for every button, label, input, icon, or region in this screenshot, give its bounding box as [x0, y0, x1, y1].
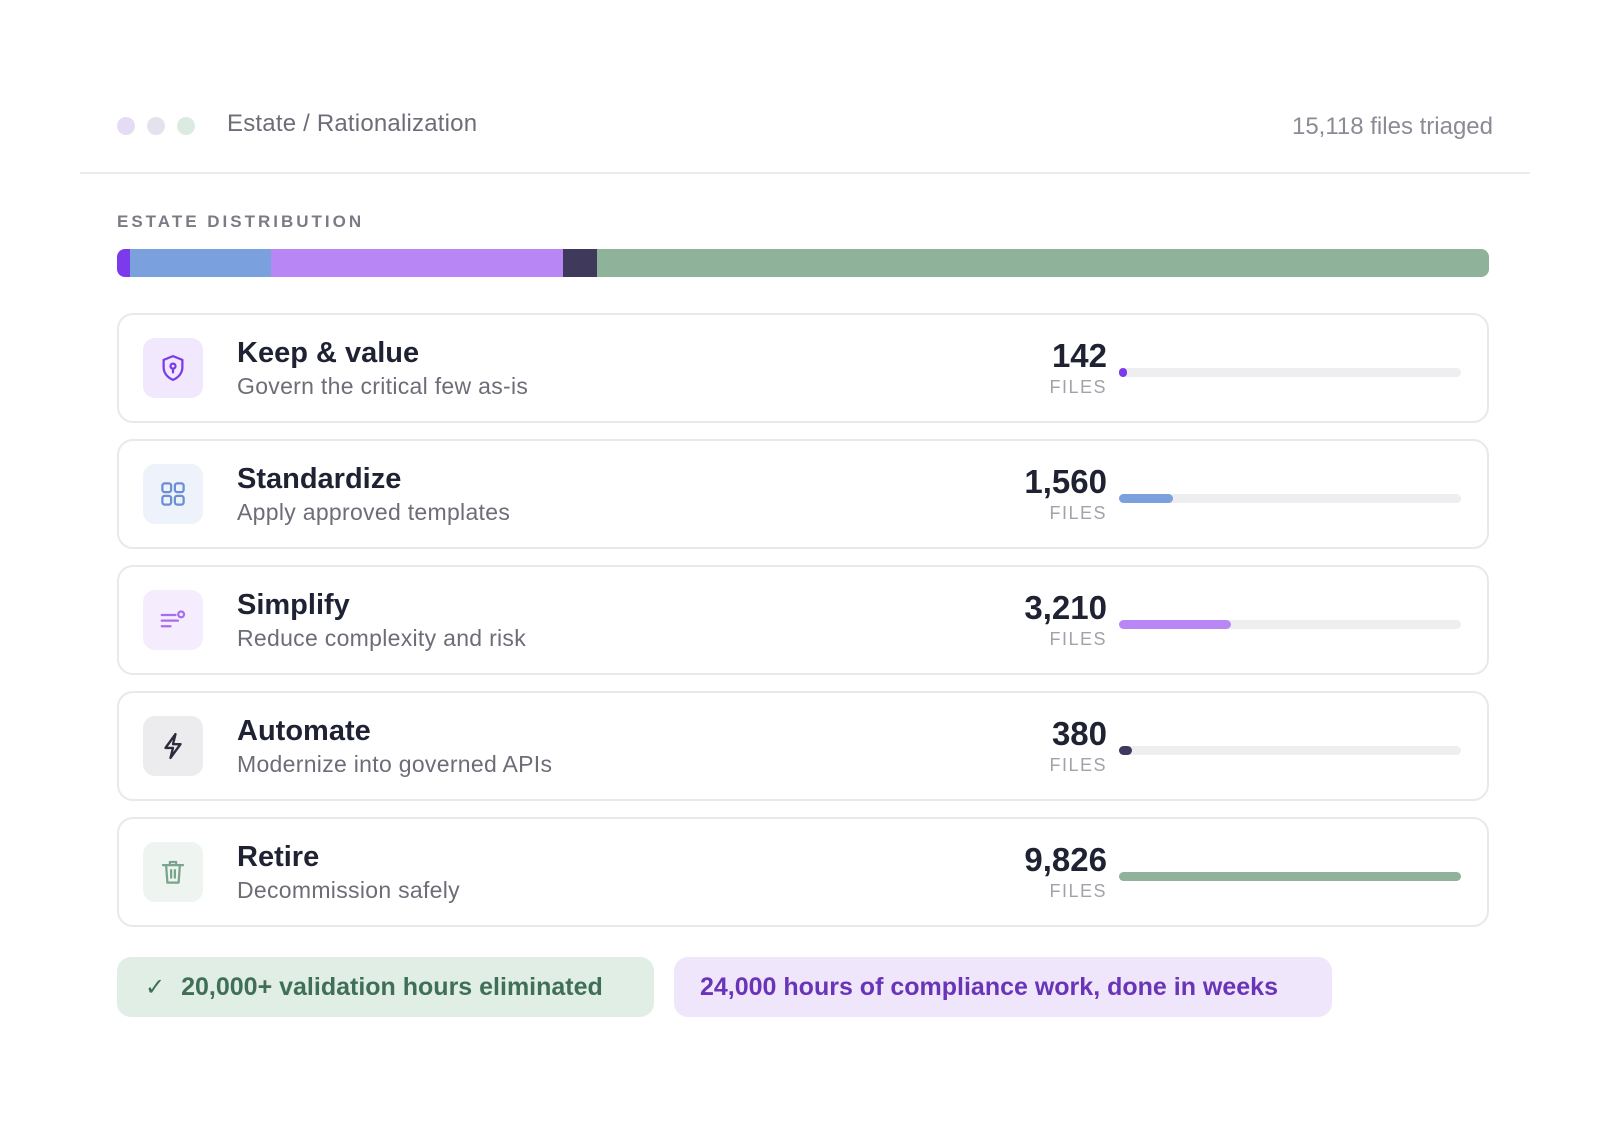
- files-triaged-count: 15,118 files triaged: [1291, 113, 1493, 140]
- progress-track: [1119, 872, 1461, 881]
- window-dot: [177, 117, 195, 135]
- trash-icon: [143, 842, 203, 902]
- category-title: Simplify: [237, 589, 350, 621]
- file-count: 380: [1051, 715, 1107, 752]
- category-row-simplify[interactable]: Simplify Reduce complexity and risk 3,21…: [117, 565, 1489, 675]
- distribution-segment: [117, 249, 130, 277]
- progress-track: [1119, 494, 1461, 503]
- category-subtitle: Apply approved templates: [237, 499, 511, 525]
- category-subtitle: Reduce complexity and risk: [237, 625, 527, 651]
- progress-track: [1119, 620, 1461, 629]
- progress-track: [1119, 746, 1461, 755]
- category-title: Keep & value: [237, 337, 420, 369]
- distribution-bar: [117, 249, 1489, 277]
- progress-fill: [1119, 494, 1174, 503]
- category-subtitle: Govern the critical few as-is: [237, 373, 529, 399]
- file-count: 3,210: [1024, 589, 1107, 626]
- distribution-segment: [597, 249, 1489, 277]
- category-subtitle: Decommission safely: [237, 877, 460, 903]
- window-dot: [147, 117, 165, 135]
- category-title: Automate: [237, 715, 371, 747]
- window-dots: [117, 117, 195, 135]
- validation-hours-badge: ✓ 20,000+ validation hours eliminated: [117, 957, 654, 1017]
- window-header: Estate / Rationalization 15,118 files tr…: [80, 96, 1530, 174]
- progress-fill: [1119, 620, 1231, 629]
- category-row-keep[interactable]: Keep & value Govern the critical few as-…: [117, 313, 1489, 423]
- check-icon: ✓: [145, 973, 166, 1001]
- category-title: Retire: [237, 841, 320, 873]
- grid-icon: [143, 464, 203, 524]
- distribution-segment: [562, 249, 598, 277]
- category-row-retire[interactable]: Retire Decommission safely 9,826 FILES: [117, 817, 1489, 927]
- category-row-standardize[interactable]: Standardize Apply approved templates 1,5…: [117, 439, 1489, 549]
- file-count: 142: [1051, 337, 1107, 374]
- category-row-automate[interactable]: Automate Modernize into governed APIs 38…: [117, 691, 1489, 801]
- compliance-hours-text: 24,000 hours of compliance work, done in…: [700, 972, 1278, 1001]
- category-title: Standardize: [237, 463, 402, 495]
- window-dot: [117, 117, 135, 135]
- bolt-icon: [143, 716, 203, 776]
- file-unit: FILES: [1049, 377, 1107, 397]
- file-unit: FILES: [1049, 881, 1107, 901]
- progress-fill: [1119, 368, 1127, 377]
- progress-fill: [1119, 746, 1133, 755]
- progress-track: [1119, 368, 1461, 377]
- breadcrumb[interactable]: Estate / Rationalization: [227, 110, 478, 137]
- compliance-hours-badge: 24,000 hours of compliance work, done in…: [674, 957, 1332, 1017]
- validation-hours-text: 20,000+ validation hours eliminated: [181, 972, 603, 1001]
- progress-fill: [1119, 872, 1461, 881]
- file-unit: FILES: [1049, 503, 1107, 523]
- shield-icon: [143, 338, 203, 398]
- file-unit: FILES: [1049, 629, 1107, 649]
- file-count: 9,826: [1024, 841, 1107, 878]
- filter-icon: [143, 590, 203, 650]
- category-subtitle: Modernize into governed APIs: [237, 751, 553, 777]
- distribution-segment: [271, 249, 563, 277]
- distribution-segment: [129, 249, 272, 277]
- category-list: Keep & value Govern the critical few as-…: [117, 313, 1489, 943]
- file-unit: FILES: [1049, 755, 1107, 775]
- section-title: ESTATE DISTRIBUTION: [117, 212, 365, 231]
- file-count: 1,560: [1024, 463, 1107, 500]
